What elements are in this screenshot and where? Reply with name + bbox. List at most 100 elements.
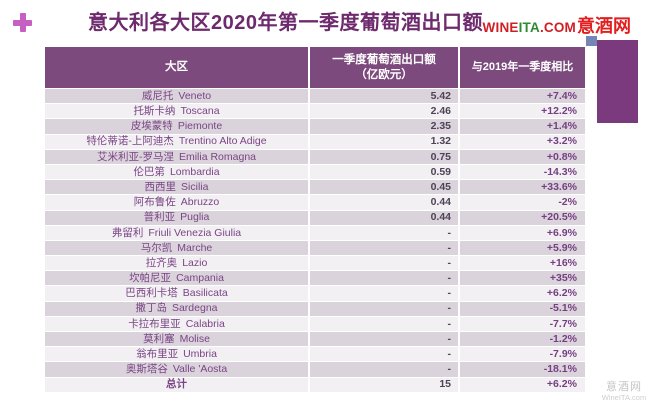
yoy-change-cell: +35%: [460, 271, 585, 286]
table-row: 伦巴第 Lombardia 0.59 -14.3%: [45, 163, 585, 180]
col-header-change: 与2019年一季度相比: [471, 60, 574, 73]
table-row: 巴西利卡塔 Basilicata - +6.2%: [45, 285, 585, 301]
total-value-cell: 15: [310, 377, 460, 392]
yoy-change-cell: -14.3%: [460, 164, 585, 180]
table-header-row: 大区 一季度葡萄酒出口额 （亿欧元） 与2019年一季度相比: [45, 47, 585, 88]
logo-text-ita: ITA: [518, 20, 540, 35]
region-name-cn: 拉齐奥: [145, 256, 178, 269]
watermark-url: WineITA.com: [601, 393, 647, 402]
export-value-cell: 0.44: [310, 195, 460, 210]
region-name-it: Sicilia: [181, 180, 209, 193]
region-cell: 翁布里亚 Umbria: [45, 347, 310, 362]
export-value-cell: 0.44: [310, 210, 460, 225]
region-name-it: Umbria: [183, 348, 217, 361]
region-name-cn: 皮埃蒙特: [130, 120, 173, 133]
table-row: 艾米利亚-罗马涅 Emilia Romagna 0.75 +0.8%: [45, 148, 585, 164]
decor-square: [586, 36, 597, 46]
region-name-it: Trentino Alto Adige: [178, 135, 267, 148]
table-row: 阿布鲁佐 Abruzzo 0.44 -2%: [45, 194, 585, 210]
region-name-it: Sardegna: [171, 302, 218, 315]
region-name-cn: 弗留利: [111, 226, 144, 239]
table-row: 奥斯塔谷 Valle 'Aosta - -18.1%: [45, 361, 585, 377]
yoy-change-cell: +6.2%: [460, 286, 585, 301]
region-name-it: Friuli Venezia Giulia: [148, 226, 242, 239]
table-row: 皮埃蒙特 Piemonte 2.35 +1.4%: [45, 118, 585, 134]
region-cell: 巴西利卡塔 Basilicata: [45, 286, 310, 301]
watermark-cn: 意酒网: [606, 381, 642, 393]
table-row: 马尔凯 Marche - +5.9%: [45, 239, 585, 256]
export-value-cell: 0.45: [310, 180, 460, 195]
region-cell: 莫利塞 Molise: [45, 332, 310, 347]
yoy-change-cell: +0.8%: [460, 149, 585, 164]
decor-block: [597, 40, 638, 123]
logo-text-cn: 意酒网: [577, 16, 631, 36]
region-name-cn: 普利亚: [143, 211, 176, 224]
region-name-it: Marche: [177, 241, 213, 254]
region-name-it: Lazio: [182, 256, 208, 269]
region-name-cn: 马尔凯: [140, 241, 173, 254]
region-cell: 撒丁岛 Sardegna: [45, 301, 310, 316]
table-row: 弗留利 Friuli Venezia Giulia - +6.9%: [45, 224, 585, 240]
col-header-export: 一季度葡萄酒出口额 （亿欧元）: [310, 47, 460, 88]
export-value-cell: -: [310, 301, 460, 316]
export-value-cell: -: [310, 362, 460, 377]
table-row: 威尼托 Veneto 5.42 +7.4%: [45, 88, 585, 104]
region-name-it: Campania: [176, 272, 224, 285]
region-cell: 伦巴第 Lombardia: [45, 164, 310, 180]
table-row: 西西里 Sicilia 0.45 +33.6%: [45, 179, 585, 195]
yoy-change-cell: -18.1%: [460, 362, 585, 377]
yoy-change-cell: +16%: [460, 256, 585, 271]
region-name-cn: 伦巴第: [133, 165, 165, 178]
export-value-cell: 1.32: [310, 134, 460, 149]
yoy-change-cell: +33.6%: [460, 180, 585, 195]
region-cell: 卡拉布里亚 Calabria: [45, 316, 310, 331]
table-row: 普利亚 Puglia 0.44 +20.5%: [45, 209, 585, 225]
region-cell: 马尔凯 Marche: [45, 240, 310, 256]
region-name-cn: 翁布里亚: [136, 348, 179, 361]
region-name-it: Piemonte: [177, 120, 223, 133]
region-cell: 普利亚 Puglia: [45, 210, 310, 225]
wineita-logo: WINE ITA .COM 意酒网: [483, 12, 631, 38]
export-table: 大区 一季度葡萄酒出口额 （亿欧元） 与2019年一季度相比 威尼托 Venet…: [45, 47, 585, 392]
col-header-region: 大区: [45, 47, 310, 88]
region-name-cn: 坎帕尼亚: [129, 272, 172, 285]
col-header-export-line1: 一季度葡萄酒出口额: [332, 54, 436, 67]
plus-icon: [13, 13, 32, 32]
yoy-change-cell: +20.5%: [460, 210, 585, 225]
yoy-change-cell: +3.2%: [460, 134, 585, 149]
region-name-cn: 莫利塞: [143, 332, 175, 345]
watermark: 意酒网 WineITA.com: [599, 381, 649, 402]
yoy-change-cell: +1.4%: [460, 119, 585, 134]
region-name-cn: 西西里: [144, 180, 177, 193]
region-cell: 西西里 Sicilia: [45, 180, 310, 195]
region-name-cn: 撒丁岛: [135, 302, 167, 315]
region-name-cn: 阿布鲁佐: [133, 196, 176, 209]
table-row: 坎帕尼亚 Campania - +35%: [45, 270, 585, 286]
table-row: 翁布里亚 Umbria - -7.9%: [45, 346, 585, 362]
export-value-cell: 2.46: [310, 104, 460, 119]
table-row: 托斯卡纳 Toscana 2.46 +12.2%: [45, 103, 585, 119]
region-cell: 皮埃蒙特 Piemonte: [45, 119, 310, 134]
export-value-cell: 2.35: [310, 119, 460, 134]
region-name-cn: 奥斯塔谷: [125, 363, 168, 376]
region-name-it: Veneto: [178, 89, 212, 102]
logo-text-wine: WINE: [482, 20, 519, 35]
yoy-change-cell: +6.9%: [460, 225, 585, 240]
region-name-cn: 托斯卡纳: [133, 105, 176, 118]
region-cell: 拉齐奥 Lazio: [45, 256, 310, 271]
export-value-cell: 5.42: [310, 89, 460, 104]
total-change-cell: +6.2%: [460, 377, 585, 392]
region-cell: 特伦蒂诺-上阿迪杰 Trentino Alto Adige: [45, 134, 310, 149]
logo-text-com: .COM: [539, 20, 576, 35]
region-name-cn: 艾米利亚-罗马涅: [96, 150, 174, 163]
export-value-cell: -: [310, 286, 460, 301]
export-value-cell: -: [310, 240, 460, 256]
region-name-it: Abruzzo: [180, 196, 220, 209]
region-cell: 威尼托 Veneto: [45, 89, 310, 104]
region-name-cn: 特伦蒂诺-上阿迪杰: [86, 135, 174, 148]
table-row: 拉齐奥 Lazio - +16%: [45, 255, 585, 271]
yoy-change-cell: -1.2%: [460, 332, 585, 347]
export-value-cell: -: [310, 347, 460, 362]
export-value-cell: -: [310, 316, 460, 331]
export-value-cell: -: [310, 332, 460, 347]
